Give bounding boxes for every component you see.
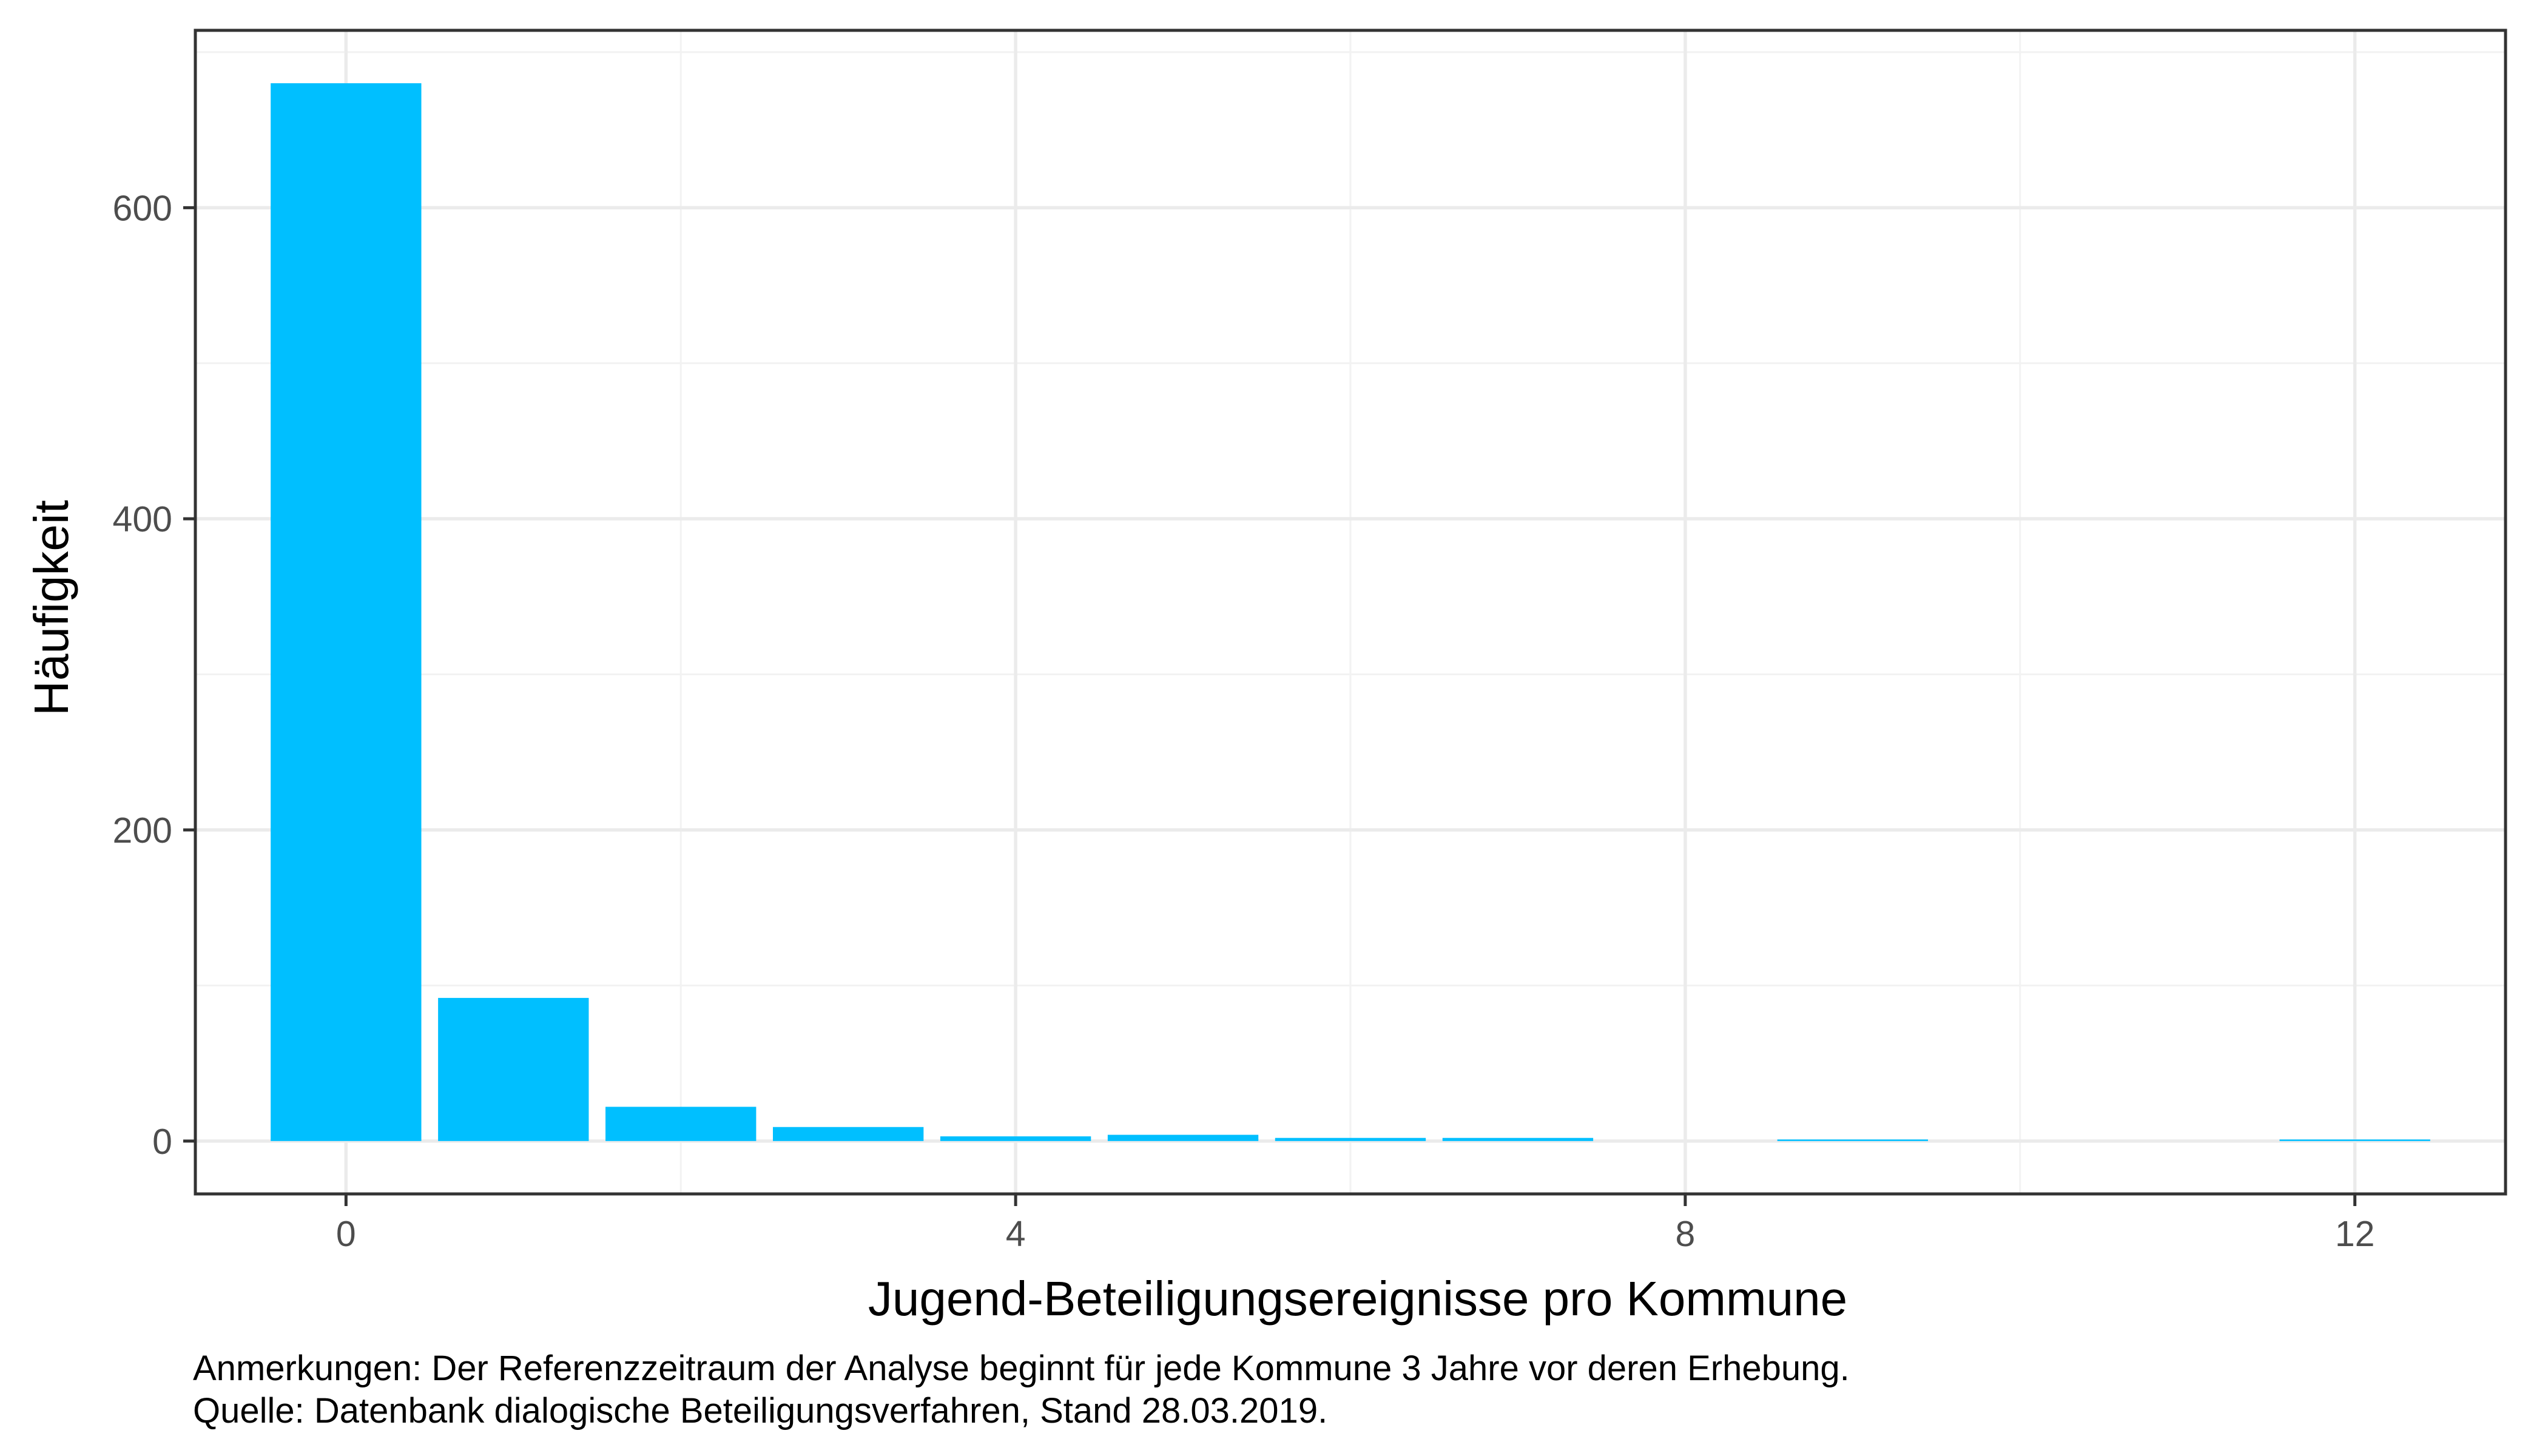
caption-note: Anmerkungen: Der Referenzzeitraum der An…: [193, 1349, 1850, 1388]
x-tick-label: 4: [1006, 1214, 1026, 1254]
y-tick-label: 400: [113, 499, 172, 539]
bar: [940, 1136, 1091, 1141]
x-tick-label: 8: [1675, 1214, 1695, 1254]
bar: [1442, 1138, 1594, 1141]
panel-border: [194, 29, 2507, 1196]
bar: [271, 83, 422, 1141]
y-tick-label: 200: [113, 811, 172, 851]
x-axis-title: Jugend-Beteiligungsereignisse pro Kommun…: [868, 1272, 1847, 1326]
y-tick-label: 600: [113, 188, 172, 228]
bar: [2279, 1139, 2430, 1141]
bar: [438, 997, 589, 1141]
x-tick-label: 12: [2335, 1214, 2375, 1254]
bar: [605, 1107, 757, 1141]
caption-source: Quelle: Datenbank dialogische Beteiligun…: [193, 1391, 1327, 1431]
bar: [1777, 1139, 1928, 1141]
bar: [1107, 1134, 1259, 1141]
tick-labels: 0 4 8 12 0 200 400 600: [113, 188, 2375, 1254]
bars: [271, 83, 2430, 1141]
x-tick-label: 0: [336, 1214, 356, 1254]
bar: [1275, 1138, 1426, 1141]
y-axis-title: Häufigkeit: [24, 500, 78, 716]
axis-ticks: [183, 206, 2357, 1206]
y-tick-label: 0: [152, 1122, 172, 1162]
bar: [773, 1127, 924, 1141]
